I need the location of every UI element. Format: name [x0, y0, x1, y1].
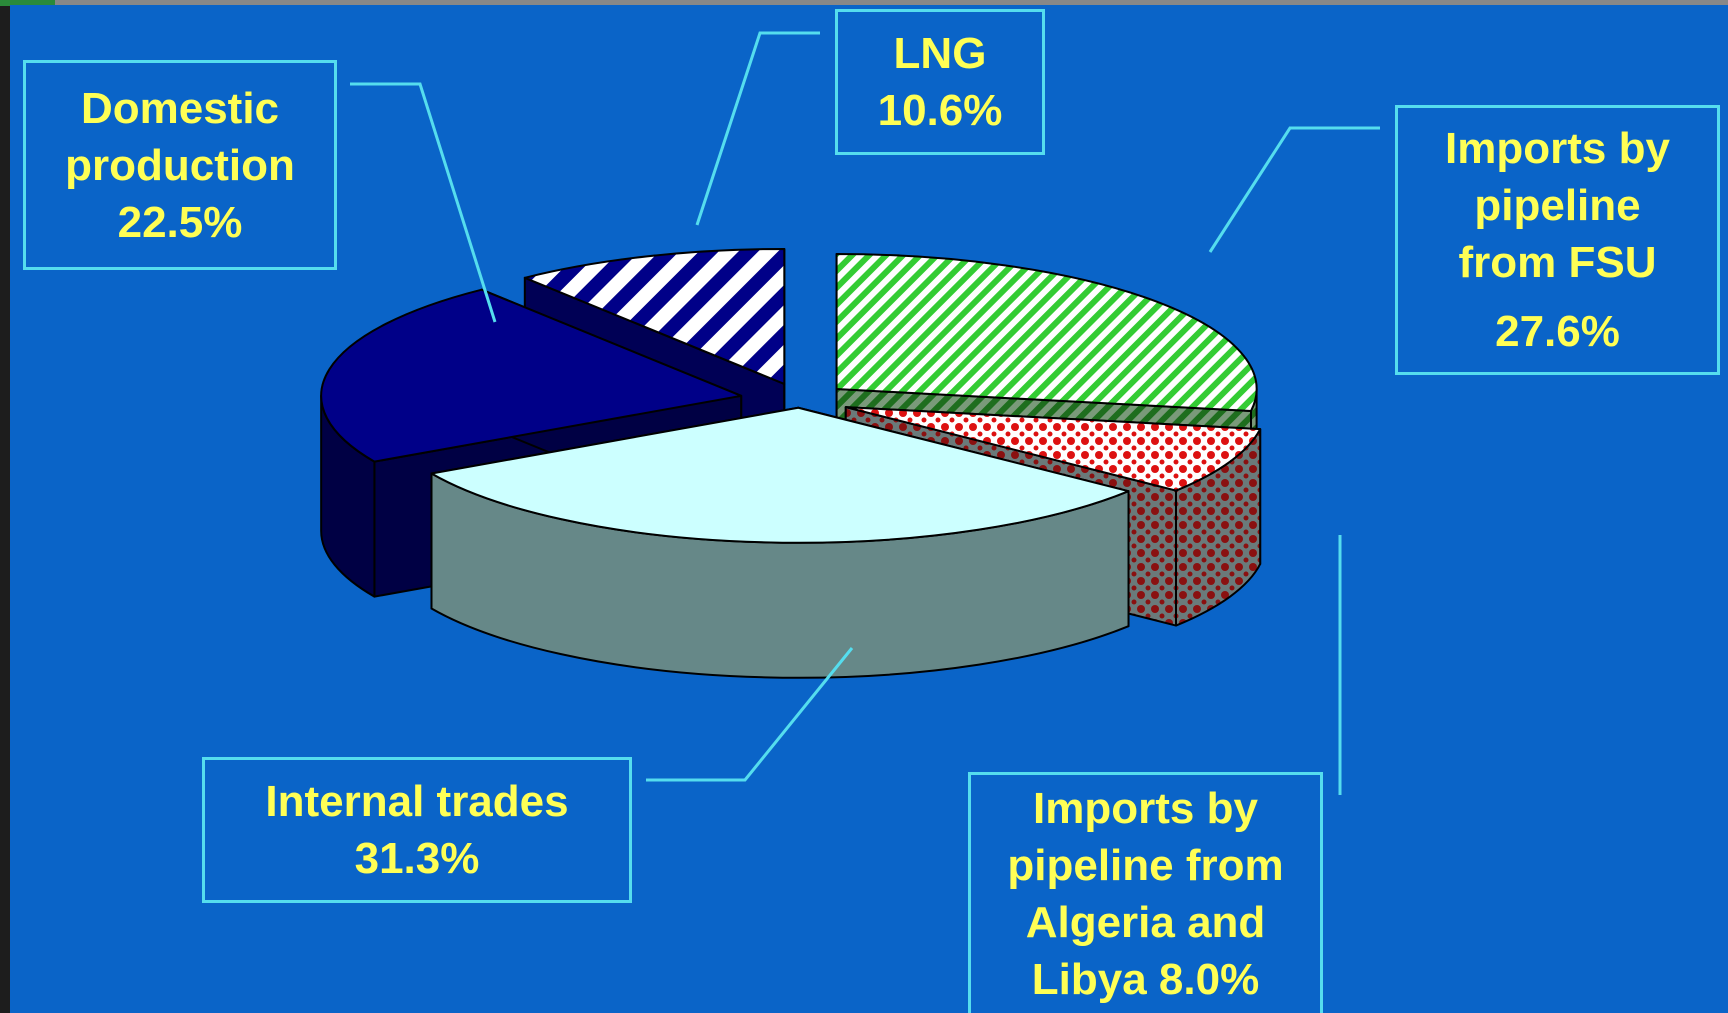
leader-fsu: [1208, 126, 1380, 253]
leader-lng: [695, 31, 820, 226]
label-fsu: Imports by pipeline from FSU 27.6%: [1395, 105, 1720, 375]
label-fsu-line2: pipeline: [1474, 181, 1641, 230]
label-domestic-production: Domestic production 22.5%: [23, 60, 337, 270]
frame-corner: [0, 0, 55, 6]
frame-top-bar: [0, 0, 1728, 5]
label-alg-line1: Imports by: [1033, 784, 1258, 833]
leader-internal-trades: [646, 647, 854, 782]
label-fsu-line3: from FSU: [1458, 238, 1657, 287]
slice-lng-top: [523, 247, 786, 385]
slice-imports-fsu-top: [835, 253, 1258, 412]
slice-domestic-production-top: [320, 288, 743, 463]
label-fsu-value: 27.6%: [1495, 307, 1620, 356]
label-lng: LNG 10.6%: [835, 9, 1045, 155]
slice-internal-trades: [430, 406, 1130, 679]
slice-internal-trades-top: [430, 406, 1130, 544]
label-dom-value: 22.5%: [117, 197, 243, 247]
label-alg-line3: Algeria and: [1025, 898, 1266, 947]
label-alg-line2: pipeline from: [1007, 841, 1284, 890]
leader-domestic-production: [350, 82, 497, 323]
label-internal-line1: Internal trades: [265, 777, 569, 826]
label-lng-line1: LNG: [893, 29, 987, 78]
label-dom-line2: production: [65, 140, 295, 190]
label-algeria-libya: Imports by pipeline from Algeria and Lib…: [968, 772, 1323, 1013]
label-dom-line1: Domestic: [80, 83, 280, 133]
label-internal-value: 31.3%: [354, 834, 480, 883]
label-internal-trades: Internal trades 31.3%: [202, 757, 632, 903]
label-alg-value: Libya 8.0%: [1031, 955, 1260, 1004]
frame-left-bar: [0, 0, 10, 1013]
label-lng-value: 10.6%: [877, 86, 1003, 135]
label-fsu-line1: Imports by: [1445, 124, 1670, 173]
slice-imports-algeria-libya-top: [844, 406, 1262, 492]
